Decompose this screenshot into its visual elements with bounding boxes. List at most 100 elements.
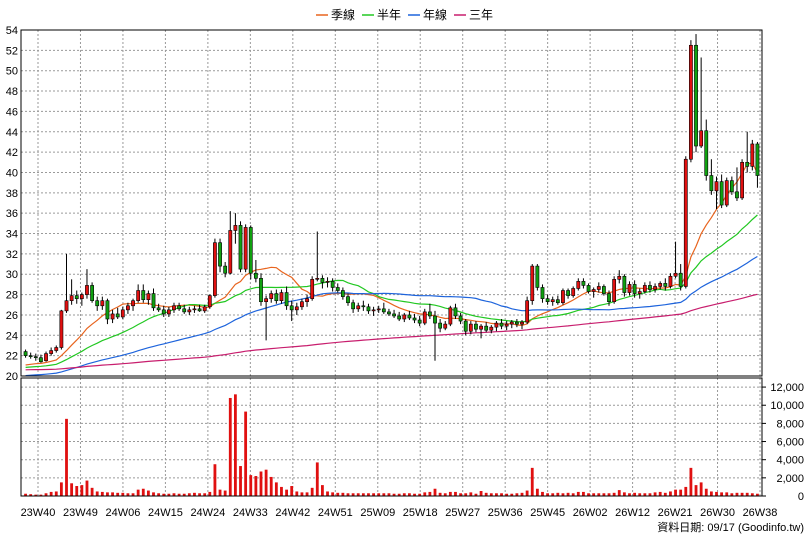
candle-body [663,283,668,287]
volume-bar [152,492,155,496]
candle-body [39,357,43,363]
volume-bar [326,491,329,496]
x-tick-label: 25W27 [445,507,480,519]
x-tick-label: 25W36 [488,507,523,519]
volume-bar [361,493,365,496]
x-tick-label: 26W21 [658,507,693,519]
volume-bar [65,418,68,496]
candle-body [366,306,371,312]
candle-body [607,293,611,303]
candle-body [617,275,622,280]
candle-body [453,307,458,317]
volume-bar [622,492,626,496]
volume-bar [274,482,278,496]
volume-bar [305,492,309,496]
candle-body [300,301,304,308]
candle-body [637,291,642,294]
candle-body [64,300,69,312]
candle-body [259,278,263,303]
candle-body [458,315,463,322]
candle-body [704,130,709,176]
candle-body [387,311,391,315]
volume-bar [464,493,468,496]
price-tick-label: 36 [6,208,18,220]
volume-bar [408,493,411,496]
volume-bar [607,493,611,496]
candle-body [443,323,448,329]
volume-bar [49,491,53,496]
candle-body [392,313,396,317]
candle-body [335,287,340,291]
x-tick-label: 26W30 [700,507,735,519]
candle-body [535,265,540,288]
candle-body [243,227,248,270]
candle-body [596,286,601,290]
candle-body [627,284,632,293]
volume-bar [249,475,253,496]
legend-label-year-line: 年線 [423,7,447,22]
candle-body [438,322,443,329]
candle-body [673,272,678,277]
volume-bar [546,493,550,496]
volume-bar [75,486,79,496]
candle-body [740,161,744,199]
volume-bar [474,493,478,496]
candle-body [602,286,606,294]
volume-bar [515,493,519,496]
candle-body [192,308,197,311]
volume-bar [254,476,258,496]
candle-body [294,306,299,311]
candle-body [325,281,330,283]
volume-bar [658,491,662,496]
volume-bar [576,491,580,496]
candle-body [351,302,356,310]
x-tick-label: 24W42 [275,507,310,519]
price-panel-frame [20,29,763,377]
candle-body [28,355,33,357]
volume-axis-ticks: 12,000 10,000 8,000 6,000 4,000 2,000 0 [762,382,804,503]
volume-bar [116,492,120,496]
candle-body [499,322,504,327]
volume-bar [300,492,304,496]
volume-bar [320,485,324,496]
candle-body [658,283,663,287]
volume-bar [59,482,63,496]
candle-body [412,317,417,321]
volume-bar [187,493,191,496]
volume-bar [106,492,109,496]
candle-body [642,285,647,292]
volume-bar [643,493,647,496]
candlesticks [23,34,760,363]
volume-bar [633,492,637,496]
candle-body [576,281,581,289]
candle-body [59,310,64,348]
candle-body [23,351,28,356]
x-tick-label: 25W09 [360,507,395,519]
price-tick-label: 34 [6,229,18,241]
volume-bar [90,487,94,496]
volume-bar [34,494,38,496]
candle-body [545,298,550,303]
candle-body [509,321,514,325]
three-year-ma-line [25,293,758,371]
candle-body [586,285,591,292]
candle-body [729,180,734,193]
volume-bar [382,493,386,496]
volume-bar [356,493,360,496]
legend: 季線 半年 年線 三年 [316,7,493,22]
candle-body [755,143,760,176]
half-year-ma-line [25,214,758,368]
candle-body [305,298,309,303]
candle-body [561,290,565,304]
volume-bar [280,486,283,496]
volume-bar [433,488,437,496]
candle-body [233,225,238,231]
candle-body [463,320,468,332]
x-axis-ticks: 23W40 23W49 24W06 24W15 24W24 24W33 24W42 24W51… [21,507,778,519]
candle-body [750,143,755,167]
price-tick-label: 32 [6,249,18,261]
volume-bar [223,490,227,496]
price-tick-label: 28 [6,290,18,302]
candle-body [591,289,596,292]
